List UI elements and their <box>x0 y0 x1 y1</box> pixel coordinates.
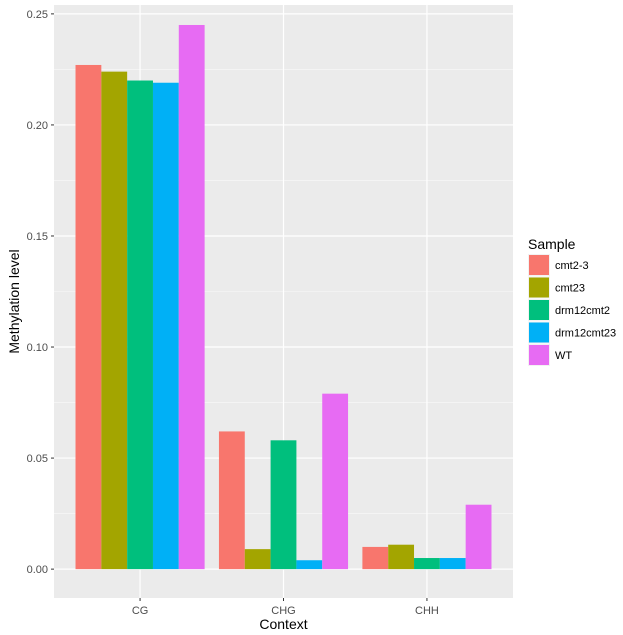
bar-cmt2-3-CHH <box>362 546 389 570</box>
legend-swatch-WT <box>529 345 549 365</box>
y-axis-title: Methylation level <box>6 249 22 353</box>
legend-swatch-drm12cmt2 <box>529 300 549 320</box>
legend: Sample cmt2-3 cmt23 drm12cmt2 drm12cmt23 WT <box>528 236 616 366</box>
bar-WT-CHH <box>465 504 492 570</box>
y-tick-label: 0.15 <box>27 231 48 243</box>
legend-swatch-cmt2-3 <box>529 255 549 275</box>
bar-drm12cmt2-CHH <box>414 558 440 570</box>
bar-drm12cmt23-CG <box>152 82 179 570</box>
bar-cmt2-3-CHG <box>218 431 245 570</box>
legend-title: Sample <box>528 236 576 252</box>
y-tick-label: 0.20 <box>27 120 48 132</box>
legend-swatch-cmt23 <box>529 277 549 298</box>
bar-drm12cmt2-CHG <box>270 440 297 570</box>
x-axis-title: Context <box>259 616 307 632</box>
y-tick-label: 0.05 <box>27 453 48 465</box>
bar-cmt2-3-CG <box>75 64 102 570</box>
y-tick-label: 0.25 <box>27 9 48 21</box>
x-tick-label: CHH <box>415 605 439 617</box>
bar-drm12cmt23-CHH <box>439 558 466 570</box>
bar-drm12cmt2-CG <box>127 80 153 570</box>
y-tick-label: 0.10 <box>27 342 48 354</box>
legend-label-cmt2-3: cmt2-3 <box>555 260 589 272</box>
x-tick-label: CHG <box>271 605 295 617</box>
bar-cmt23-CHG <box>244 549 271 570</box>
bar-cmt23-CG <box>101 71 128 570</box>
legend-swatch-drm12cmt23 <box>529 322 549 343</box>
bar-WT-CG <box>178 24 205 570</box>
legend-label-cmt23: cmt23 <box>555 283 585 295</box>
x-tick-label: CG <box>132 605 149 617</box>
legend-label-drm12cmt2: drm12cmt2 <box>555 305 610 317</box>
bar-WT-CHG <box>322 393 349 570</box>
legend-label-drm12cmt23: drm12cmt23 <box>555 328 616 340</box>
y-tick-label: 0.00 <box>27 564 48 576</box>
legend-label-WT: WT <box>555 350 572 362</box>
bar-cmt23-CHH <box>388 544 415 570</box>
bar-drm12cmt23-CHG <box>296 560 323 570</box>
